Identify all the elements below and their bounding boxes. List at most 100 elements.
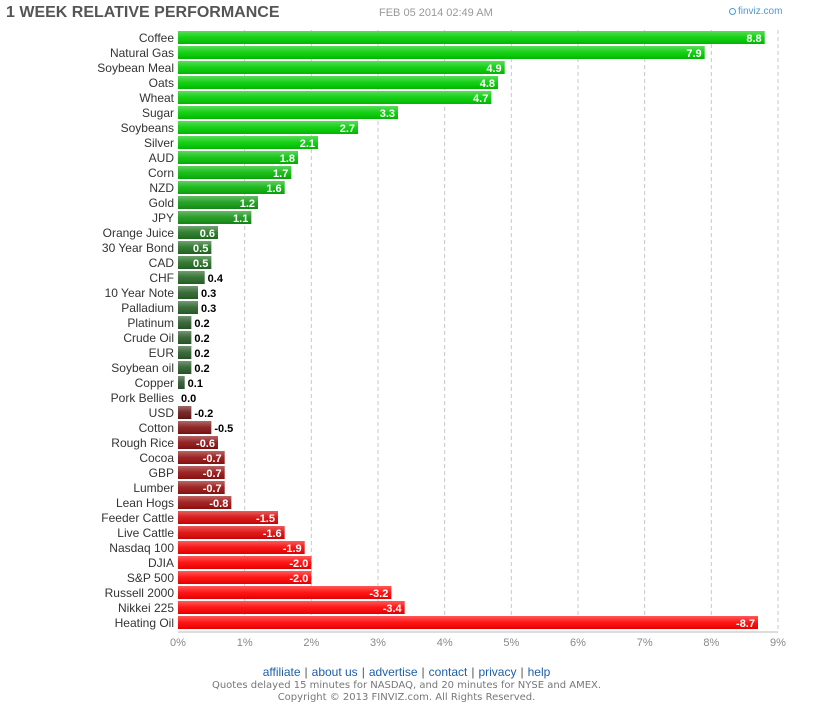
value-label: 1.6 <box>266 183 281 195</box>
link-about-us[interactable]: about us <box>311 665 358 679</box>
value-label: 4.8 <box>480 78 495 90</box>
footer-separator: | <box>520 665 524 679</box>
category-label: Russell 2000 <box>105 586 175 600</box>
bar-gloss <box>178 316 192 329</box>
category-label: S&P 500 <box>127 571 174 585</box>
category-label: CAD <box>149 256 175 270</box>
bar-gloss <box>178 526 285 539</box>
bar-gloss <box>178 106 398 119</box>
value-label: -2.0 <box>289 573 308 585</box>
value-label: -1.6 <box>263 528 282 540</box>
value-label: 0.2 <box>194 348 209 360</box>
category-label: Cocoa <box>139 451 174 465</box>
category-label: 30 Year Bond <box>102 241 174 255</box>
x-tick-label: 7% <box>637 637 653 649</box>
category-label: Corn <box>148 166 174 180</box>
category-label: Crude Oil <box>123 331 174 345</box>
bar-gloss <box>178 256 212 269</box>
link-privacy[interactable]: privacy <box>478 665 517 679</box>
timestamp: FEB 05 2014 02:49 AM <box>379 7 493 19</box>
bar-gloss <box>178 301 198 314</box>
x-tick-label: 1% <box>237 637 253 649</box>
category-label: Lumber <box>133 481 174 495</box>
category-label: Cotton <box>139 421 174 435</box>
brand-label: finviz.com <box>738 6 783 17</box>
category-label: 10 Year Note <box>105 286 175 300</box>
brand-icon <box>729 8 736 15</box>
category-label: Sugar <box>142 106 174 120</box>
bar-gloss <box>178 436 218 449</box>
bar-gloss <box>178 361 192 374</box>
value-label: -3.2 <box>369 588 388 600</box>
bar-gloss <box>178 271 205 284</box>
bar-gloss <box>178 136 318 149</box>
value-label: 0.3 <box>201 303 216 315</box>
bar-gloss <box>178 556 312 569</box>
category-label: Gold <box>149 196 174 210</box>
category-label: Copper <box>135 376 174 390</box>
category-label: Silver <box>144 136 174 150</box>
bar-gloss <box>178 286 198 299</box>
chart-title: 1 WEEK RELATIVE PERFORMANCE <box>6 4 280 21</box>
bar-gloss <box>178 121 358 134</box>
bar-gloss <box>178 46 705 59</box>
value-label: 0.3 <box>201 288 216 300</box>
bar-gloss <box>178 616 758 629</box>
value-label: 2.1 <box>300 138 315 150</box>
value-label: 2.7 <box>340 123 355 135</box>
value-label: 8.8 <box>746 33 761 45</box>
bar-gloss <box>178 376 185 389</box>
bar-gloss <box>178 151 298 164</box>
bar-gloss <box>178 421 212 434</box>
link-advertise[interactable]: advertise <box>368 665 418 679</box>
category-label: Soybean Meal <box>97 61 174 75</box>
category-label: Nasdaq 100 <box>109 541 174 555</box>
x-tick-label: 9% <box>770 637 786 649</box>
value-label: 1.8 <box>280 153 295 165</box>
value-label: -0.8 <box>209 498 228 510</box>
value-label: -2.0 <box>289 558 308 570</box>
bar-gloss <box>178 511 278 524</box>
category-label: Pork Bellies <box>111 391 174 405</box>
bar-gloss <box>178 226 218 239</box>
value-label: -1.5 <box>256 513 275 525</box>
bar-gloss <box>178 466 225 479</box>
x-tick-label: 4% <box>437 637 453 649</box>
value-label: 0.2 <box>194 333 209 345</box>
value-label: 0.2 <box>194 318 209 330</box>
category-label: Palladium <box>121 301 174 315</box>
bar-gloss <box>178 241 212 254</box>
category-label: Coffee <box>139 31 174 45</box>
value-label: -0.2 <box>194 408 213 420</box>
value-label: -0.7 <box>203 483 222 495</box>
value-label: -0.7 <box>203 453 222 465</box>
x-tick-label: 8% <box>703 637 719 649</box>
x-tick-label: 5% <box>503 637 519 649</box>
value-label: -3.4 <box>383 603 403 615</box>
bar-gloss <box>178 601 405 614</box>
value-label: 4.9 <box>486 63 501 75</box>
bar-gloss <box>178 406 192 419</box>
bar-gloss <box>178 586 392 599</box>
value-label: 0.0 <box>181 393 196 405</box>
category-label: EUR <box>149 346 175 360</box>
link-contact[interactable]: contact <box>428 665 468 679</box>
category-label: Lean Hogs <box>116 496 174 510</box>
value-label: -8.7 <box>736 618 755 630</box>
value-label: 0.5 <box>193 258 208 270</box>
link-affiliate[interactable]: affiliate <box>262 665 301 679</box>
copyright: Copyright © 2013 FINVIZ.com. All Rights … <box>277 692 536 703</box>
bar-gloss <box>178 61 505 74</box>
value-label: 0.5 <box>193 243 208 255</box>
brand-link[interactable]: finviz.com <box>729 6 782 17</box>
category-label: Platinum <box>127 316 174 330</box>
bar-gloss <box>178 571 312 584</box>
bar-gloss <box>178 481 225 494</box>
category-label: DJIA <box>148 556 174 570</box>
value-label: 7.9 <box>686 48 701 60</box>
value-label: -0.7 <box>203 468 222 480</box>
category-label: Orange Juice <box>103 226 175 240</box>
category-label: Oats <box>149 76 174 90</box>
link-help[interactable]: help <box>527 665 551 679</box>
value-label: -0.6 <box>196 438 215 450</box>
